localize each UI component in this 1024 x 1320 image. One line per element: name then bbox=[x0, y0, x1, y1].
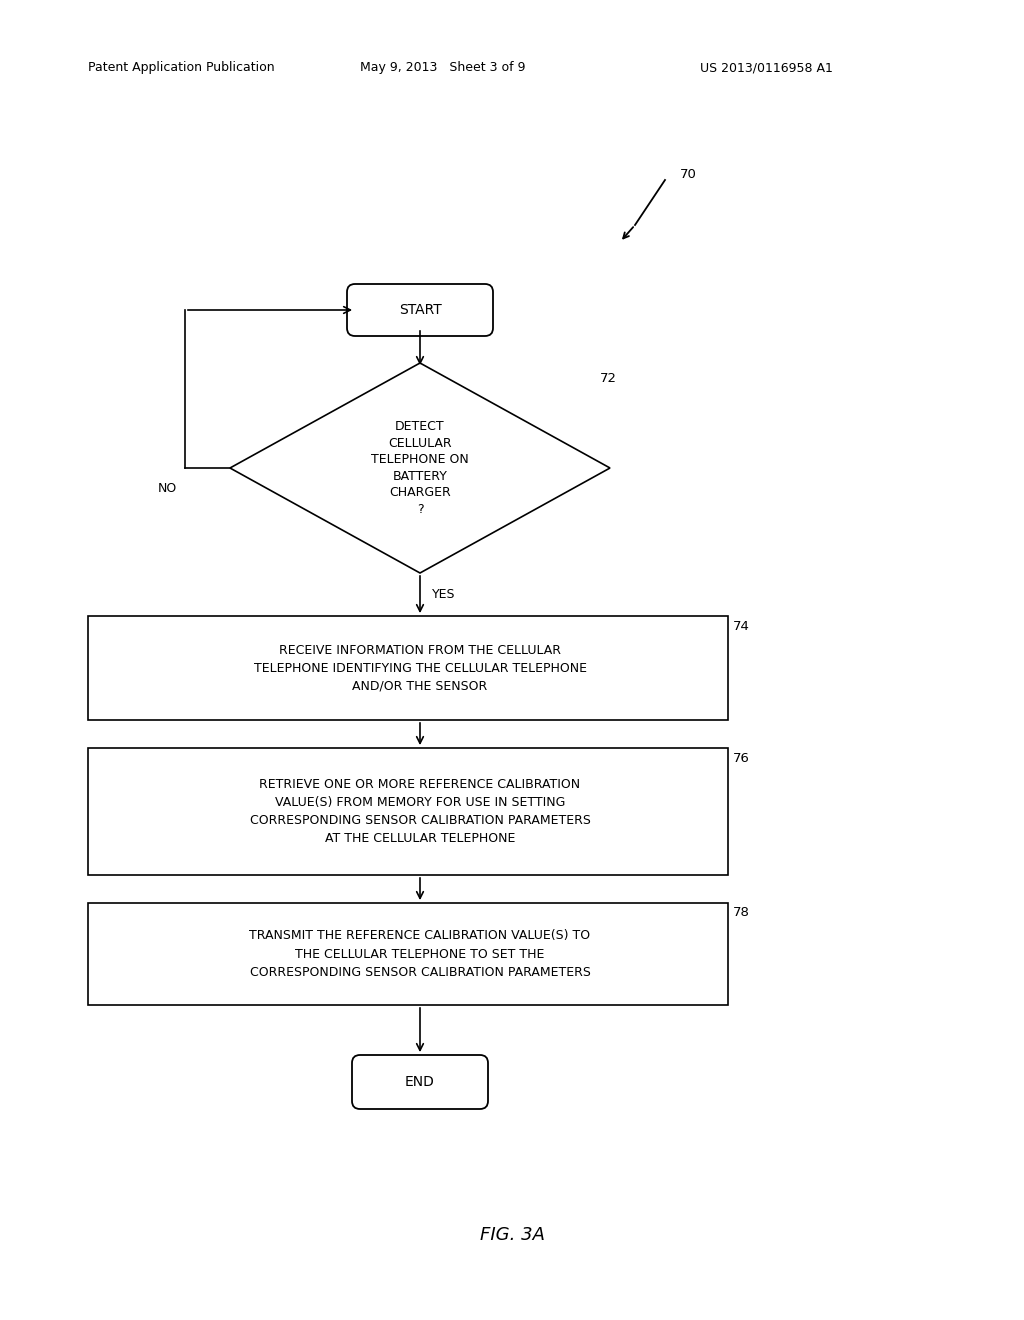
Text: 78: 78 bbox=[733, 907, 750, 920]
Text: DETECT
CELLULAR
TELEPHONE ON
BATTERY
CHARGER
?: DETECT CELLULAR TELEPHONE ON BATTERY CHA… bbox=[371, 420, 469, 516]
Text: May 9, 2013   Sheet 3 of 9: May 9, 2013 Sheet 3 of 9 bbox=[360, 62, 525, 74]
Text: START: START bbox=[398, 304, 441, 317]
Text: 76: 76 bbox=[733, 751, 750, 764]
Bar bbox=[88, 748, 728, 875]
Text: US 2013/0116958 A1: US 2013/0116958 A1 bbox=[700, 62, 833, 74]
Text: Patent Application Publication: Patent Application Publication bbox=[88, 62, 274, 74]
Bar bbox=[88, 616, 728, 719]
Text: END: END bbox=[406, 1074, 435, 1089]
Text: FIG. 3A: FIG. 3A bbox=[479, 1226, 545, 1243]
Text: 74: 74 bbox=[733, 619, 750, 632]
Text: RETRIEVE ONE OR MORE REFERENCE CALIBRATION
VALUE(S) FROM MEMORY FOR USE IN SETTI: RETRIEVE ONE OR MORE REFERENCE CALIBRATI… bbox=[250, 777, 591, 845]
FancyBboxPatch shape bbox=[347, 284, 493, 337]
Text: RECEIVE INFORMATION FROM THE CELLULAR
TELEPHONE IDENTIFYING THE CELLULAR TELEPHO: RECEIVE INFORMATION FROM THE CELLULAR TE… bbox=[254, 644, 587, 693]
Text: 70: 70 bbox=[680, 169, 697, 181]
FancyBboxPatch shape bbox=[352, 1055, 488, 1109]
Text: YES: YES bbox=[432, 589, 456, 602]
Bar bbox=[88, 903, 728, 1005]
Polygon shape bbox=[230, 363, 610, 573]
Text: TRANSMIT THE REFERENCE CALIBRATION VALUE(S) TO
THE CELLULAR TELEPHONE TO SET THE: TRANSMIT THE REFERENCE CALIBRATION VALUE… bbox=[250, 929, 591, 978]
Text: NO: NO bbox=[158, 482, 177, 495]
Text: 72: 72 bbox=[600, 371, 617, 384]
